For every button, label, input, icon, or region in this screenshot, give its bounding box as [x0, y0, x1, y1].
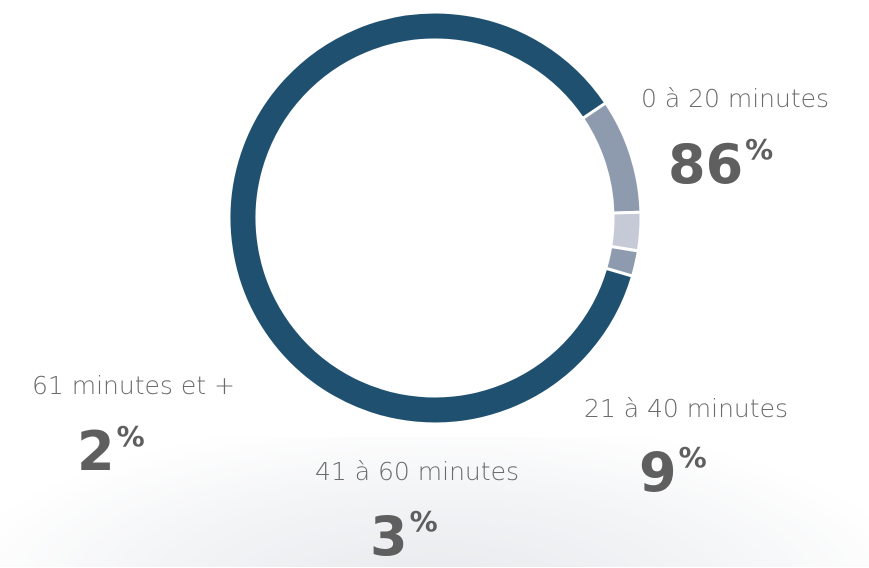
value-0-20-minutes: 86% — [668, 136, 773, 192]
label-61-minutes-plus: 61 minutes et + — [32, 371, 235, 400]
label-0-20-minutes: 0 à 20 minutes — [641, 84, 830, 113]
label-41-60-minutes: 41 à 60 minutes — [315, 457, 519, 486]
background-shadow — [0, 437, 869, 567]
slice-0-20-minutes — [227, 10, 635, 426]
value-41-60-minutes: 3% — [370, 508, 438, 564]
percent-sign: % — [409, 505, 438, 538]
percent-sign: % — [116, 420, 145, 453]
value-21-40-minutes: 9% — [639, 444, 707, 500]
value-61-minutes-plus: 2% — [77, 423, 145, 479]
label-21-40-minutes: 21 à 40 minutes — [584, 394, 788, 423]
value-number: 9 — [639, 441, 677, 504]
slice-21-40-minutes — [580, 100, 643, 215]
value-number: 3 — [370, 505, 408, 568]
value-number: 86 — [668, 133, 744, 196]
percent-sign: % — [745, 133, 774, 166]
percent-sign: % — [678, 441, 707, 474]
slice-41-60-minutes — [608, 210, 643, 253]
value-number: 2 — [77, 420, 115, 483]
